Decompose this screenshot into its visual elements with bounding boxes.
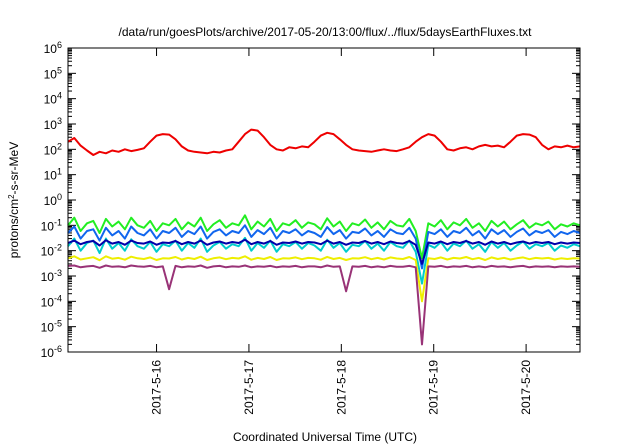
series-line-1 (67, 128, 581, 156)
y-tick-label: 10-6 (41, 344, 62, 360)
series-layer (67, 128, 581, 346)
x-tick-label: 2017-5-18 (334, 360, 348, 415)
x-tick-label: 2017-5-19 (427, 360, 441, 415)
y-axis-label-sup: 2 (7, 194, 16, 199)
x-axis-tick-labels: 2017-5-16 2017-5-17 2017-5-18 2017-5-19 2017… (150, 360, 534, 415)
plot-frame (67, 47, 581, 353)
chart-title: /data/run/goesPlots/archive/2017-05-20/1… (119, 25, 533, 39)
x-tick-label: 2017-5-17 (242, 360, 256, 415)
y-axis-tick-labels: 10-6 10-5 10-4 10-3 10-2 10-1 100 101 102 103 104 1… (41, 40, 62, 360)
y-tick-label: 10-4 (41, 293, 62, 309)
y-tick-label: 10-2 (41, 243, 62, 259)
y-axis-label-suffix: -s-sr-MeV (7, 142, 21, 195)
x-tick-label: 2017-5-20 (519, 360, 533, 415)
y-tick-label: 102 (44, 141, 62, 157)
y-tick-label: 10-3 (41, 268, 62, 284)
x-tick-label: 2017-5-16 (150, 360, 164, 415)
series-line-3 (67, 224, 581, 270)
y-tick-label: 101 (44, 167, 62, 183)
y-tick-label: 10-1 (41, 217, 62, 233)
axis-ticks (68, 47, 580, 353)
y-tick-label: 106 (44, 40, 62, 56)
y-tick-label: 10-5 (41, 319, 62, 335)
y-tick-label: 100 (44, 192, 62, 208)
y-tick-label: 104 (44, 91, 62, 107)
y-tick-label: 103 (44, 116, 62, 132)
series-line-4 (67, 236, 581, 285)
y-axis-label-prefix: protons/cm (7, 199, 21, 258)
y-tick-label: 105 (44, 65, 62, 81)
series-line-2 (67, 214, 581, 260)
x-axis-label: Coordinated Universal Time (UTC) (233, 430, 417, 444)
series-line-7 (67, 264, 581, 346)
y-axis-label: protons/cm2-s-sr-MeV (7, 142, 22, 258)
series-line-5 (67, 238, 581, 265)
series-line-6 (67, 255, 581, 303)
